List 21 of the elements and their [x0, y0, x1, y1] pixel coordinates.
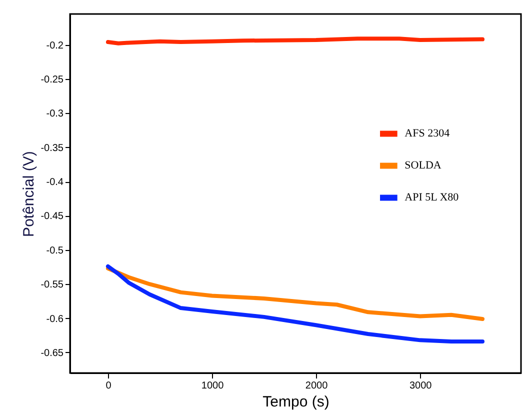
x-axis-title: Tempo (s) [262, 394, 330, 410]
y-tick-label: -0.35 [40, 142, 64, 154]
y-tick-label: -0.45 [40, 211, 64, 222]
y-axis-title: Potêncial (V) [20, 151, 38, 237]
legend-label: AFS 2304 [404, 128, 450, 140]
x-tick-label: 1000 [201, 380, 224, 392]
y-tick-label: -0.5 [46, 245, 64, 256]
y-tick-label: -0.55 [40, 280, 64, 291]
x-tick-label: 2000 [305, 380, 328, 392]
line-series [106, 266, 485, 321]
y-tick-label: -0.25 [40, 74, 64, 86]
y-tick-label: -0.3 [46, 108, 64, 120]
legend-label: API 5L X80 [404, 192, 460, 204]
legend-label: SOLDA [404, 160, 442, 172]
y-tick-label: -0.65 [40, 348, 64, 359]
line-series [106, 264, 485, 344]
x-tick-label: 0 [106, 380, 112, 392]
y-tick-label: -0.4 [46, 177, 64, 188]
x-tick-label: 3000 [409, 380, 432, 392]
y-tick-label: -0.2 [46, 40, 64, 52]
y-tick-label: -0.6 [46, 314, 64, 325]
